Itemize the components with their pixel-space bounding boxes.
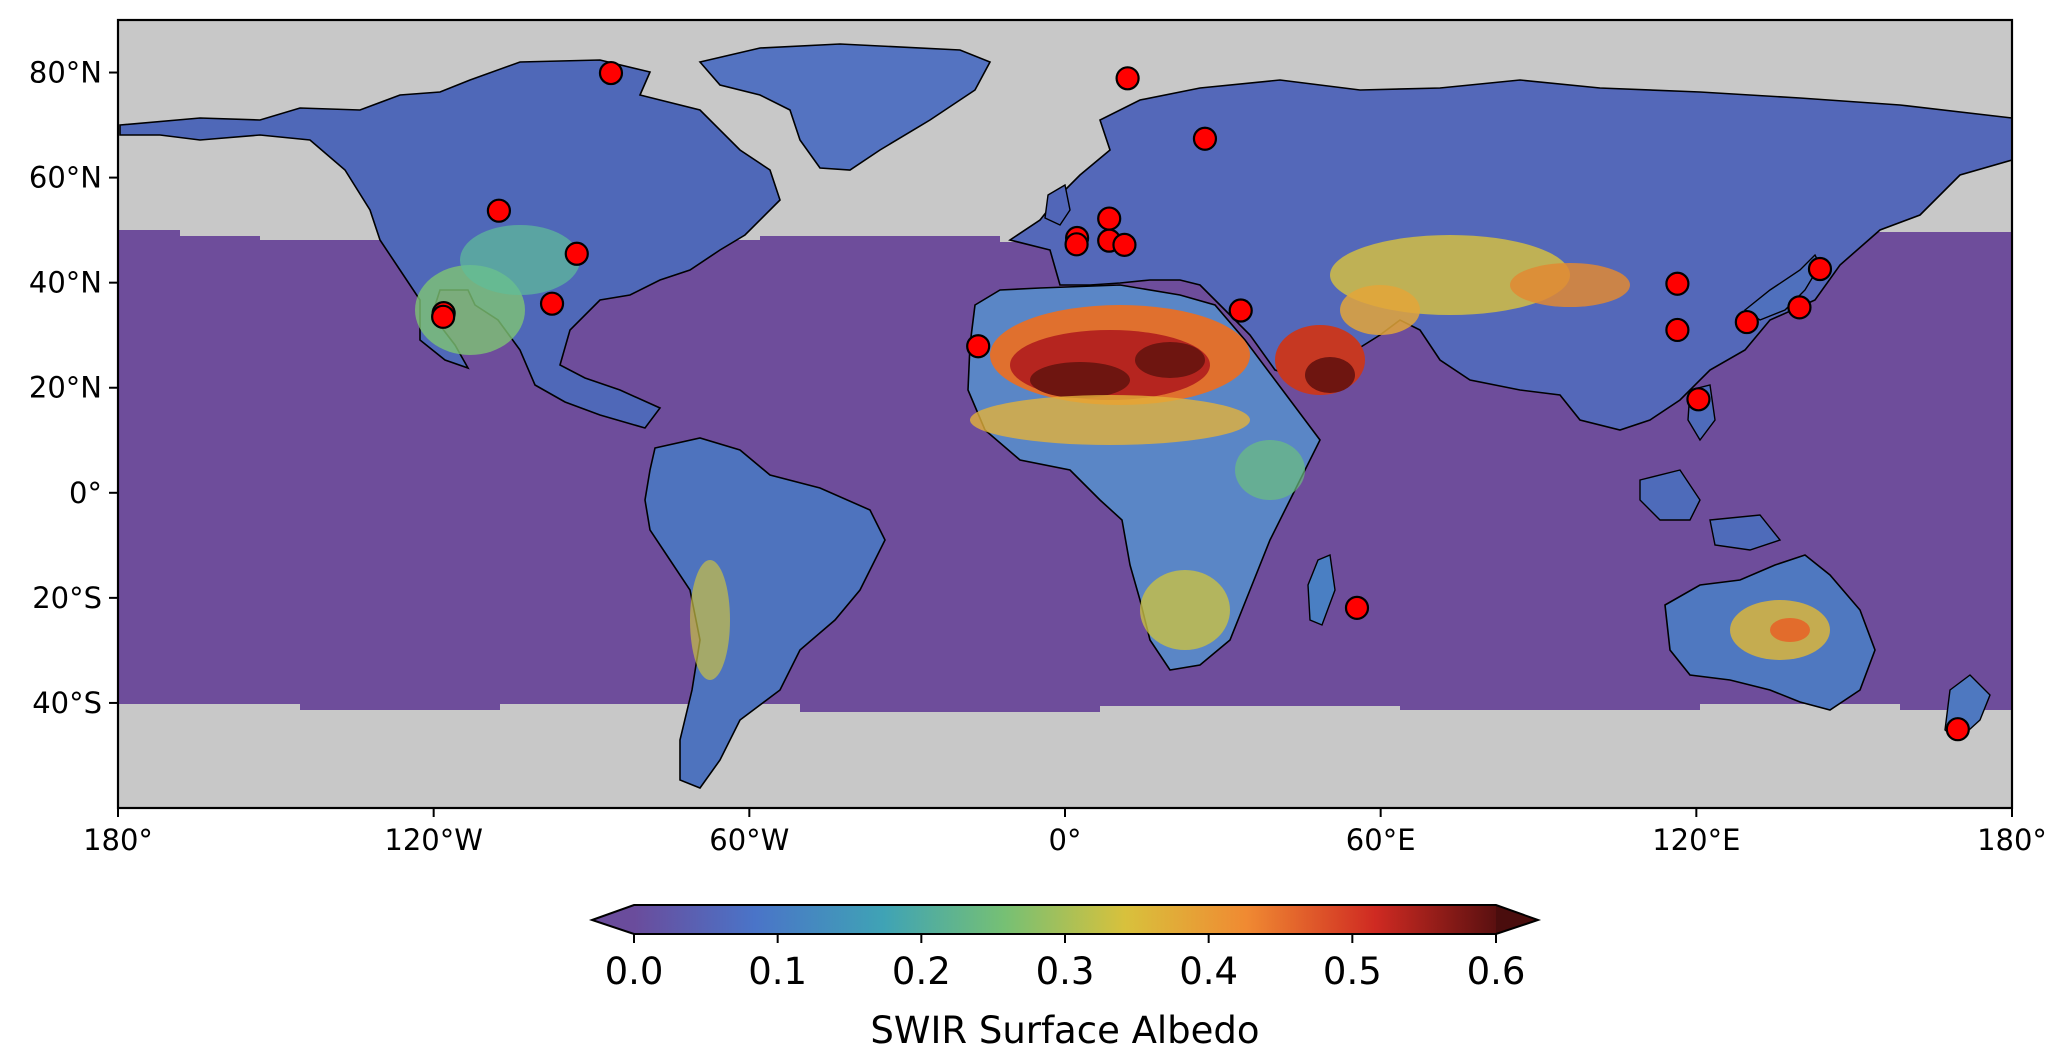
site-marker bbox=[1097, 206, 1122, 231]
land-greenland bbox=[698, 43, 992, 171]
land-north-america bbox=[119, 59, 781, 429]
site-marker bbox=[539, 291, 565, 316]
region-gobi bbox=[1510, 263, 1630, 307]
land-maritime-asia bbox=[1639, 384, 1782, 551]
land-south-america bbox=[644, 437, 886, 789]
y-axis-ticks: 80°N 60°N 40°N 20°N 0° 20°S 40°S bbox=[29, 56, 118, 720]
region-kalahari bbox=[1140, 570, 1230, 650]
x-tick-label: 60°W bbox=[709, 823, 789, 857]
region-sahara-dark-2 bbox=[1135, 342, 1205, 378]
map-panel bbox=[118, 20, 2012, 808]
colorbar-tick-label: 0.1 bbox=[748, 950, 807, 993]
high-albedo-regions bbox=[415, 225, 1830, 680]
land-uk bbox=[1044, 183, 1071, 226]
x-tick-label: 0° bbox=[1049, 823, 1082, 857]
x-tick-label: 180° bbox=[1977, 823, 2047, 857]
y-tick-label: 20°N bbox=[29, 371, 102, 405]
x-tick-label: 180° bbox=[83, 823, 153, 857]
site-marker bbox=[598, 60, 624, 86]
colorbar-ticks: 0.0 0.1 0.2 0.3 0.4 0.5 0.6 bbox=[605, 934, 1526, 993]
site-marker bbox=[1945, 717, 1970, 742]
colorbar-tick-label: 0.4 bbox=[1179, 950, 1238, 993]
colorbar-tick-label: 0.2 bbox=[892, 950, 951, 993]
site-marker bbox=[1112, 232, 1137, 257]
region-east-africa bbox=[1235, 440, 1305, 500]
x-tick-label: 60°E bbox=[1346, 823, 1416, 857]
colorbar-tick-label: 0.6 bbox=[1467, 950, 1526, 993]
y-tick-label: 60°N bbox=[29, 161, 102, 195]
site-marker bbox=[1734, 309, 1759, 335]
x-tick-label: 120°W bbox=[384, 823, 483, 857]
region-patagonia bbox=[690, 560, 730, 680]
land-madagascar bbox=[1307, 554, 1336, 626]
region-iran bbox=[1340, 285, 1420, 335]
colorbar-extend-high bbox=[1496, 905, 1538, 934]
colorbar-tick-label: 0.5 bbox=[1323, 950, 1382, 993]
site-marker bbox=[431, 304, 456, 329]
x-axis-ticks: 180° 120°W 60°W 0° 60°E 120°E 180° bbox=[83, 808, 2047, 857]
site-marker bbox=[1115, 66, 1140, 91]
y-tick-label: 20°S bbox=[32, 581, 102, 615]
site-marker bbox=[1344, 595, 1370, 620]
colorbar-tick-label: 0.3 bbox=[1036, 950, 1095, 993]
site-marker bbox=[564, 241, 589, 266]
y-tick-label: 40°S bbox=[32, 686, 102, 720]
site-marker bbox=[486, 198, 512, 223]
colorbar-bar bbox=[634, 905, 1496, 934]
site-markers bbox=[431, 60, 1970, 742]
site-marker bbox=[966, 334, 991, 359]
region-sahel bbox=[970, 395, 1250, 445]
site-marker bbox=[1807, 256, 1833, 282]
colorbar-tick-label: 0.0 bbox=[605, 950, 664, 993]
y-tick-label: 40°N bbox=[29, 266, 102, 300]
region-australia-core bbox=[1770, 618, 1810, 642]
colorbar-title: SWIR Surface Albedo bbox=[870, 1009, 1259, 1052]
x-tick-label: 120°E bbox=[1652, 823, 1740, 857]
region-sahara-dark bbox=[1030, 362, 1130, 398]
site-marker bbox=[1686, 387, 1711, 412]
site-marker bbox=[1228, 298, 1253, 323]
site-marker bbox=[1665, 271, 1690, 296]
y-tick-label: 0° bbox=[69, 476, 102, 510]
colorbar-extend-low bbox=[592, 905, 634, 934]
site-marker bbox=[1787, 295, 1812, 320]
site-marker bbox=[1064, 232, 1089, 257]
y-tick-label: 80°N bbox=[29, 56, 102, 90]
region-us-plains bbox=[460, 225, 580, 295]
site-marker bbox=[1665, 317, 1690, 343]
region-arabia-core bbox=[1305, 357, 1355, 393]
colorbar: 0.0 0.1 0.2 0.3 0.4 0.5 0.6 SWIR Surface Albed… bbox=[588, 904, 1542, 1052]
site-marker bbox=[1192, 126, 1218, 151]
